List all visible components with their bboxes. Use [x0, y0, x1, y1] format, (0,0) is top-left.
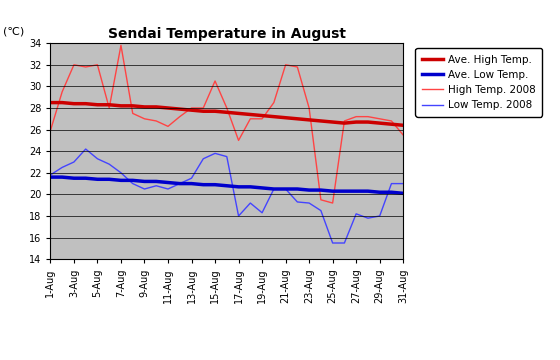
Legend: Ave. High Temp., Ave. Low Temp., High Temp. 2008, Low Temp. 2008: Ave. High Temp., Ave. Low Temp., High Te… — [416, 48, 542, 117]
Title: Sendai Temperature in August: Sendai Temperature in August — [108, 27, 346, 41]
Text: (℃): (℃) — [3, 26, 24, 36]
